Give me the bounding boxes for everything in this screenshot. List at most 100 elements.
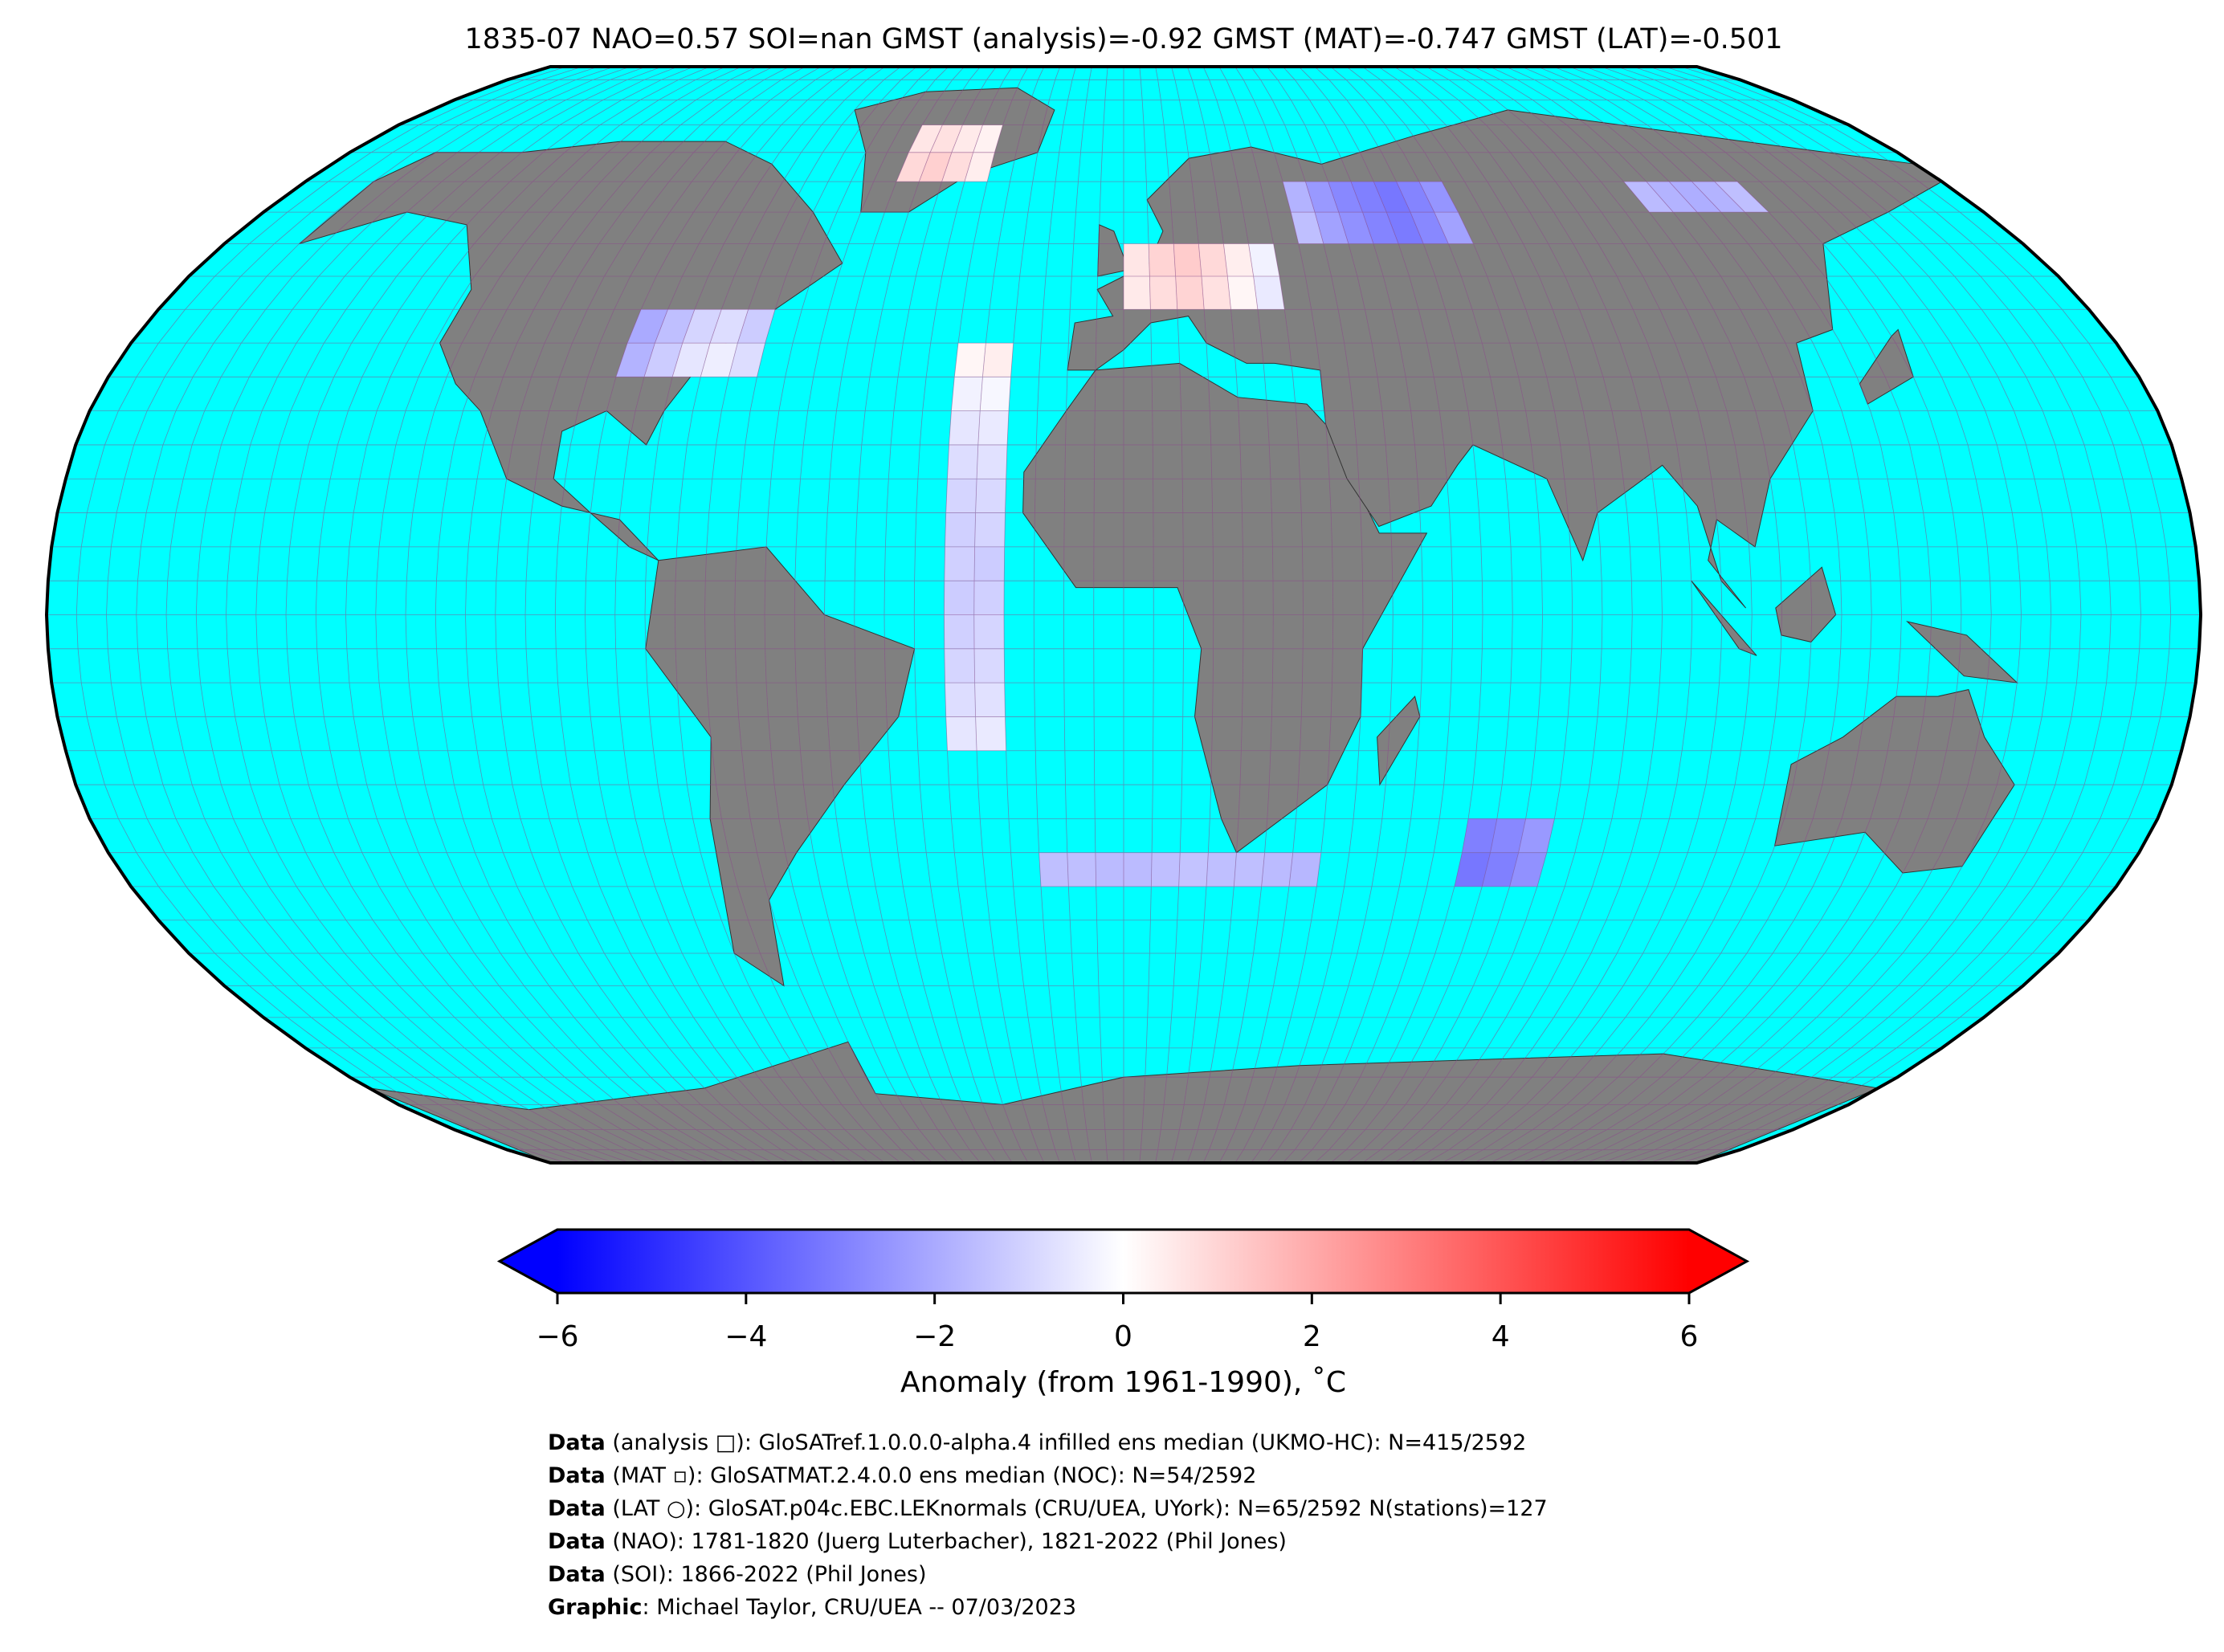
anomaly-cell xyxy=(1305,182,1339,213)
credit-text: (MAT ▫): GloSATMAT.2.4.0.0 ens median (N… xyxy=(606,1463,1257,1488)
anomaly-cell xyxy=(737,309,775,344)
credit-line: Data (LAT ○): GloSAT.p04c.EBC.LEKnormals… xyxy=(548,1496,1548,1521)
anomaly-cell xyxy=(973,614,1005,649)
credits: Data (analysis □): GloSATref.1.0.0.0-alp… xyxy=(548,1430,1548,1620)
colorbar-tick-label: 6 xyxy=(1680,1320,1699,1353)
anomaly-cell xyxy=(1328,182,1363,213)
credit-label: Data xyxy=(548,1496,606,1521)
credit-label: Graphic xyxy=(548,1595,643,1620)
anomaly-cell xyxy=(1669,182,1721,213)
credit-line: Data (NAO): 1781-1820 (Juerg Luterbacher… xyxy=(548,1529,1287,1554)
anomaly-cell xyxy=(1149,243,1176,276)
anomaly-cell xyxy=(1509,852,1547,887)
anomaly-cell xyxy=(1315,212,1349,244)
anomaly-cell xyxy=(944,648,975,683)
anomaly-cell xyxy=(945,479,977,513)
anomaly-cell xyxy=(975,716,1006,751)
colorbar-extend-high xyxy=(1689,1230,1747,1293)
anomaly-cell xyxy=(930,124,963,153)
credit-label: Data xyxy=(548,1463,606,1488)
colorbar-tick-label: −6 xyxy=(536,1320,578,1353)
colorbar-tick-label: 2 xyxy=(1303,1320,1321,1353)
anomaly-cell xyxy=(919,152,952,182)
anomaly-cell xyxy=(908,124,943,153)
anomaly-cell xyxy=(1691,182,1745,213)
anomaly-cell xyxy=(949,410,981,445)
anomaly-cell xyxy=(710,309,749,344)
credit-line: Graphic: Michael Taylor, CRU/UEA -- 07/0… xyxy=(548,1595,1076,1620)
colorbar-extend-low xyxy=(500,1230,557,1293)
anomaly-cell xyxy=(1623,182,1674,213)
title: 1835-07 NAO=0.57 SOI=nan GMST (analysis)… xyxy=(464,23,1782,55)
anomaly-cell xyxy=(945,683,976,717)
anomaly-cell xyxy=(728,343,765,377)
anomaly-cell xyxy=(945,512,976,547)
colorbar-tick-label: 4 xyxy=(1492,1320,1510,1353)
colorbar: −6 −4 −2 0 2 4 6 Anomaly (from 1961-1990), ˚C xyxy=(496,1228,1750,1399)
anomaly-cell xyxy=(1124,243,1150,276)
land xyxy=(1773,689,2015,874)
credit-text: (NAO): 1781-1820 (Juerg Luterbacher), 18… xyxy=(606,1529,1287,1554)
anomaly-cell xyxy=(644,343,683,377)
colorbar-tick-label: 0 xyxy=(1114,1320,1132,1353)
anomaly-cell xyxy=(1234,852,1265,887)
anomaly-cell xyxy=(1198,243,1228,276)
anomaly-cell xyxy=(1202,276,1231,310)
anomaly-cell xyxy=(1714,182,1769,213)
anomaly-cell xyxy=(951,124,983,153)
anomaly-cell xyxy=(945,716,977,751)
anomaly-cell xyxy=(1291,212,1324,244)
anomaly-cell xyxy=(1410,212,1449,244)
anomaly-cell xyxy=(944,546,975,581)
colorbar-tick-label: −2 xyxy=(913,1320,956,1353)
anomaly-cell xyxy=(1248,243,1279,276)
map-area xyxy=(47,67,2201,1163)
credit-text: : Michael Taylor, CRU/UEA -- 07/03/2023 xyxy=(643,1595,1077,1620)
anomaly-cell xyxy=(1482,852,1519,887)
anomaly-cell xyxy=(1396,182,1434,213)
anomaly-cell xyxy=(1518,818,1555,853)
credit-label: Data xyxy=(548,1529,606,1554)
anomaly-cell xyxy=(1124,276,1151,310)
anomaly-cell xyxy=(1253,276,1285,310)
credit-line: Data (MAT ▫): GloSATMAT.2.4.0.0 ens medi… xyxy=(548,1463,1256,1488)
anomaly-cell xyxy=(1490,818,1526,853)
anomaly-cell xyxy=(944,614,974,649)
colorbar-tick-label: −4 xyxy=(724,1320,767,1353)
anomaly-cell xyxy=(1039,852,1069,887)
anomaly-cell xyxy=(1362,212,1399,244)
anomaly-cell xyxy=(1462,818,1497,853)
anomaly-cell xyxy=(682,309,722,344)
anomaly-cell xyxy=(672,343,711,377)
anomaly-cell xyxy=(1095,852,1124,887)
anomaly-cell xyxy=(974,546,1005,581)
anomaly-cell xyxy=(1151,852,1181,887)
anomaly-cell xyxy=(627,309,668,344)
credit-line: Data (SOI): 1866-2022 (Phil Jones) xyxy=(548,1562,927,1587)
anomaly-cell xyxy=(973,581,1005,615)
colorbar-fill xyxy=(557,1230,1689,1293)
anomaly-cell xyxy=(941,152,973,182)
anomaly-cell xyxy=(977,444,1007,479)
land xyxy=(1775,566,1837,642)
anomaly-cell xyxy=(1455,852,1491,887)
anomaly-cell xyxy=(615,343,655,377)
anomaly-cell xyxy=(1124,852,1153,887)
anomaly-cell xyxy=(1178,852,1209,887)
anomaly-cell xyxy=(1149,276,1177,310)
anomaly-cell xyxy=(977,410,1009,445)
colorbar-label: Anomaly (from 1961-1990), ˚C xyxy=(900,1366,1346,1399)
anomaly-cell xyxy=(700,343,738,377)
anomaly-cell xyxy=(944,581,974,615)
anomaly-cell xyxy=(1338,212,1373,244)
anomaly-cell xyxy=(1289,852,1321,887)
anomaly-cell xyxy=(1434,212,1474,244)
anomaly-cell xyxy=(980,377,1011,411)
credit-text: (LAT ○): GloSAT.p04c.EBC.LEKnormals (CRU… xyxy=(606,1496,1548,1521)
anomaly-cell xyxy=(1227,276,1258,310)
credit-text: (SOI): 1866-2022 (Phil Jones) xyxy=(606,1562,927,1587)
anomaly-cell xyxy=(974,512,1006,547)
anomaly-cell xyxy=(975,479,1006,513)
